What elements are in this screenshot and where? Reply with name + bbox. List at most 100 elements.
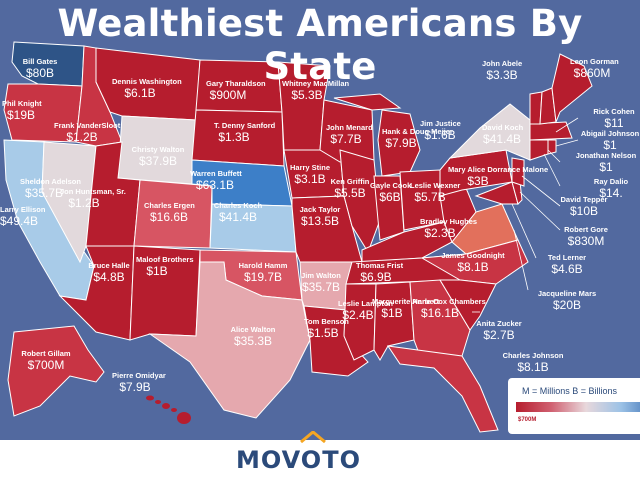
state-label: Jim Walton $35.7B [296, 272, 346, 293]
net-worth-value: $1B [381, 305, 403, 320]
net-worth-value: $7.9B [119, 379, 151, 394]
state-label: David Tepper $10B [554, 196, 614, 217]
net-worth-value: $16.6B [149, 209, 189, 224]
callout-lines [472, 117, 579, 313]
person-name: Anita Zucker [476, 319, 522, 328]
person-name: Jon Huntsman, Sr. [60, 187, 126, 196]
person-name: Alice Walton [230, 325, 276, 334]
state-label: Rick Cohen $11 [584, 108, 640, 129]
net-worth-value: $6.1B [124, 85, 156, 100]
net-worth-value: $3.1B [294, 171, 326, 186]
net-worth-value: $5.3B [291, 87, 323, 102]
net-worth-value: $3B [467, 173, 489, 188]
net-worth-value: $1.2B [68, 195, 100, 210]
net-worth-value: $5.7B [414, 189, 446, 204]
net-worth-value: $19.7B [243, 269, 283, 284]
state-massachusetts [529, 121, 573, 141]
net-worth-value: $1 [599, 159, 613, 174]
person-name: Ray Dalio [593, 177, 629, 186]
net-worth-value: $41.4B [482, 131, 522, 146]
state-label: Tom Benson $1.5B [304, 317, 349, 340]
person-name: Thomas Frist [356, 261, 404, 270]
net-worth-value: $35.7B [301, 279, 341, 294]
person-name: Bradley Hughes [420, 217, 478, 226]
net-worth-value: $3.3B [486, 67, 518, 82]
person-name: Jacqueline Mars [537, 289, 597, 298]
net-worth-value: $1.5B [307, 325, 339, 340]
state-indiana [373, 175, 405, 241]
brand-logo[interactable]: MOVOTO [236, 446, 361, 474]
person-name: Charles Ergen [144, 201, 195, 210]
state-label: Frank VanderSloot $1.2B [54, 122, 120, 144]
state-alaska [7, 325, 105, 417]
person-name: Jim Walton [301, 271, 341, 280]
person-name: Maloof Brothers [136, 255, 194, 264]
person-name: Anne Cox Chambers [412, 297, 486, 306]
person-name: Harold Hamm [238, 261, 288, 270]
person-name: Sheldon Adelson [20, 177, 81, 186]
state-label: Jack Taylor $13.5B [298, 206, 342, 227]
person-name: Jack Taylor [299, 205, 341, 214]
page-title: Wealthiest Americans By State [57, 2, 583, 88]
state-south-carolina [439, 279, 497, 331]
net-worth-value: $80B [25, 65, 55, 80]
net-worth-value: $16.1B [420, 305, 460, 320]
state-label: Phil Knight $19B [2, 100, 42, 122]
person-name: Bruce Halle [88, 261, 130, 270]
person-name: Leslie Lampton [338, 299, 394, 308]
net-worth-value: $900M [209, 87, 247, 102]
net-worth-value: $35.3B [233, 333, 273, 348]
state-michigan-up [333, 93, 402, 111]
house-roof-icon [300, 431, 326, 443]
net-worth-value: $19B [6, 107, 36, 122]
state-label: Bruce Halle $4.8B [86, 262, 132, 283]
state-label: Abigail Johnson $1 [575, 130, 640, 151]
state-mississippi [343, 283, 377, 361]
legend-units: M = Millions B = Billions [522, 386, 618, 396]
net-worth-value: $11 [604, 115, 624, 130]
person-name: Abigail Johnson [580, 129, 640, 138]
state-maine [551, 53, 593, 123]
person-name: Larry Ellison [0, 205, 45, 214]
state-label: Bill Gates $80B [22, 58, 58, 79]
state-nevada [41, 141, 97, 264]
net-worth-value: $1 [603, 137, 617, 152]
person-name: Warren Buffett [190, 169, 242, 178]
state-new-jersey [511, 157, 525, 187]
state-label: Dennis Washington $6.1B [112, 78, 182, 100]
state-label: Charles Koch $41.4B [208, 202, 268, 223]
person-name: Leon Gorman [570, 57, 619, 66]
footer [0, 440, 640, 480]
state-label: Jonathan Nelson $1 [566, 152, 640, 173]
person-name: Jim Justice [420, 119, 461, 128]
net-worth-value: $7.7B [330, 131, 362, 146]
net-worth-value: $8.1B [517, 359, 549, 374]
net-worth-value: $1.2B [66, 129, 98, 144]
state-hawaii [146, 395, 191, 424]
person-name: T. Denny Sanford [214, 121, 276, 130]
state-label: Jacqueline Mars $20B [532, 290, 602, 311]
person-name: Tom Benson [304, 317, 349, 326]
net-worth-value: $13.5B [300, 213, 340, 228]
net-worth-value: $14. [599, 185, 623, 200]
state-label: Alice Walton $35.3B [218, 326, 288, 347]
person-name: Whitney MacMillan [282, 79, 350, 88]
net-worth-value: $5.5B [334, 185, 366, 200]
person-name: Christy Walton [131, 145, 185, 154]
state-label: Marguerite Harbert $1B [372, 298, 439, 320]
person-name: Bill Gates [22, 57, 58, 66]
person-name: Robert Gore [564, 225, 608, 234]
state-label: Thomas Frist $6.9B [356, 261, 404, 283]
person-name: Jonathan Nelson [575, 151, 637, 160]
net-worth-value: $4.8B [93, 269, 125, 284]
state-label: Harold Hamm $19.7B [236, 262, 290, 283]
net-worth-value: $2.3B [424, 225, 456, 240]
state-label: Mary Alice Dorrance Malone $3B [448, 166, 548, 188]
state-label: Sheldon Adelson $35.7B [20, 177, 81, 200]
state-label: Leslie Lampton $2.4B [338, 299, 394, 321]
state-label: Warren Buffett $63.1B [190, 169, 242, 191]
net-worth-value: $35.7B [24, 185, 64, 200]
person-name: Rick Cohen [593, 107, 635, 116]
person-name: John Abele [482, 59, 523, 68]
